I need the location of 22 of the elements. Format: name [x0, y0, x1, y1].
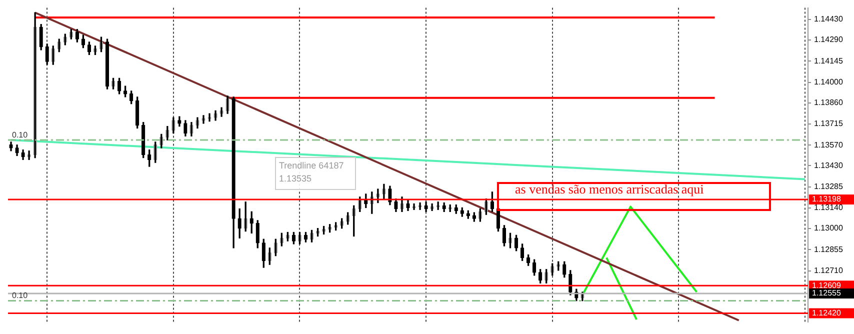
annotation: as vendas são menos arriscadas aqui [515, 181, 704, 196]
y-tick-label: 1.12855 [814, 244, 844, 254]
ref-line-label: 1.12420 [812, 308, 842, 318]
ref-line-label: 1.12609 [812, 280, 842, 290]
ref-line-label: 1.12555 [812, 288, 842, 298]
annotation: 1.13535 [279, 173, 312, 184]
annotation: 0.10 [12, 291, 28, 300]
y-tick-label: 1.13140 [814, 203, 844, 212]
y-tick-label: 1.13285 [814, 182, 844, 192]
annotation: Trendline 64187 [279, 160, 344, 170]
y-tick-label: 1.14000 [814, 78, 844, 87]
y-tick-label: 1.14290 [814, 35, 844, 44]
ref-line-label: 1.13198 [812, 194, 842, 204]
y-tick-label: 1.13860 [814, 98, 844, 107]
annotation: 0.10 [12, 130, 28, 140]
y-tick-label: 1.13715 [814, 119, 844, 128]
y-tick-label: 1.13430 [814, 160, 844, 170]
y-tick-label: 1.13570 [814, 140, 844, 150]
y-tick-label: 1.12710 [814, 266, 844, 276]
y-tick-label: 1.14145 [814, 56, 844, 66]
y-tick-label: 1.14430 [814, 14, 844, 24]
y-tick-label: 1.13000 [814, 224, 844, 233]
